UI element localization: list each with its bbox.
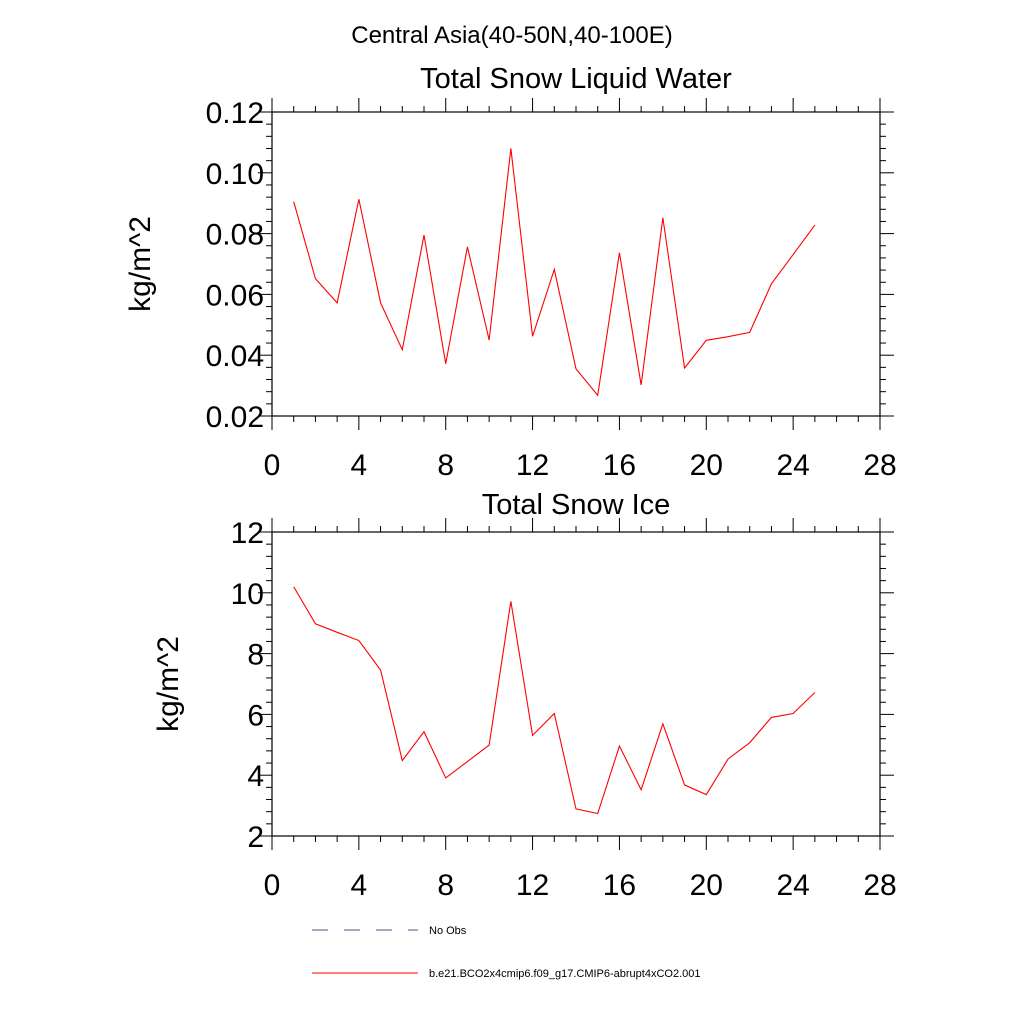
chart-title: Total Snow Ice <box>482 489 671 521</box>
y-tick-label: 0.06 <box>206 279 264 312</box>
x-tick-label: 4 <box>351 449 368 482</box>
x-tick-label: 4 <box>351 869 368 902</box>
x-tick-label: 28 <box>863 449 896 482</box>
y-tick-label: 0.04 <box>206 340 264 373</box>
plot-frame <box>271 531 881 837</box>
plot-frame <box>271 111 881 417</box>
data-series <box>293 586 816 815</box>
main-title: Central Asia(40-50N,40-100E) <box>351 22 673 49</box>
y-tick-label: 12 <box>231 517 264 550</box>
tick-labels: 0 4 8 12 16 20 24 28 0.02 0.04 0.06 0.08 0.10 0.12 <box>206 97 897 482</box>
chart-panel-snow-liquid-water: Total Snow Liquid Water kg/m^2 0 4 8 12 16 20… <box>124 63 897 482</box>
legend: No Obs b.e21.BCO2x4cmip6.f09_g17.CMIP6-a… <box>312 925 701 980</box>
y-tick-label: 4 <box>247 760 264 793</box>
y-tick-label: 8 <box>247 639 264 672</box>
series-line <box>293 586 816 815</box>
data-series <box>293 148 816 397</box>
y-axis-label: kg/m^2 <box>124 216 157 312</box>
x-tick-label: 8 <box>437 449 454 482</box>
x-tick-label: 0 <box>264 449 281 482</box>
x-tick-label: 20 <box>690 869 723 902</box>
y-axis-label: kg/m^2 <box>152 636 185 732</box>
x-tick-label: 28 <box>863 869 896 902</box>
x-tick-label: 8 <box>437 869 454 902</box>
x-tick-label: 16 <box>603 869 636 902</box>
x-tick-label: 20 <box>690 449 723 482</box>
series-line <box>293 148 816 397</box>
axis-ticks <box>258 98 894 430</box>
y-tick-label: 10 <box>231 578 264 611</box>
y-tick-label: 6 <box>247 699 264 732</box>
y-tick-label: 2 <box>247 821 264 854</box>
x-tick-label: 24 <box>776 449 809 482</box>
y-tick-label: 0.08 <box>206 219 264 252</box>
x-tick-label: 0 <box>264 869 281 902</box>
x-tick-label: 24 <box>776 869 809 902</box>
chart-panel-snow-ice: Total Snow Ice kg/m^2 0 4 8 12 16 20 24 2824681… <box>152 489 897 902</box>
x-tick-label: 12 <box>516 449 549 482</box>
legend-obs-label: No Obs <box>429 925 467 937</box>
axis-ticks <box>258 518 894 850</box>
x-tick-label: 12 <box>516 869 549 902</box>
x-tick-label: 16 <box>603 449 636 482</box>
y-tick-label: 0.12 <box>206 97 264 130</box>
legend-model-label: b.e21.BCO2x4cmip6.f09_g17.CMIP6-abrupt4x… <box>429 968 701 980</box>
y-tick-label: 0.02 <box>206 401 264 434</box>
y-tick-label: 0.10 <box>206 158 264 191</box>
chart-title: Total Snow Liquid Water <box>420 63 732 95</box>
